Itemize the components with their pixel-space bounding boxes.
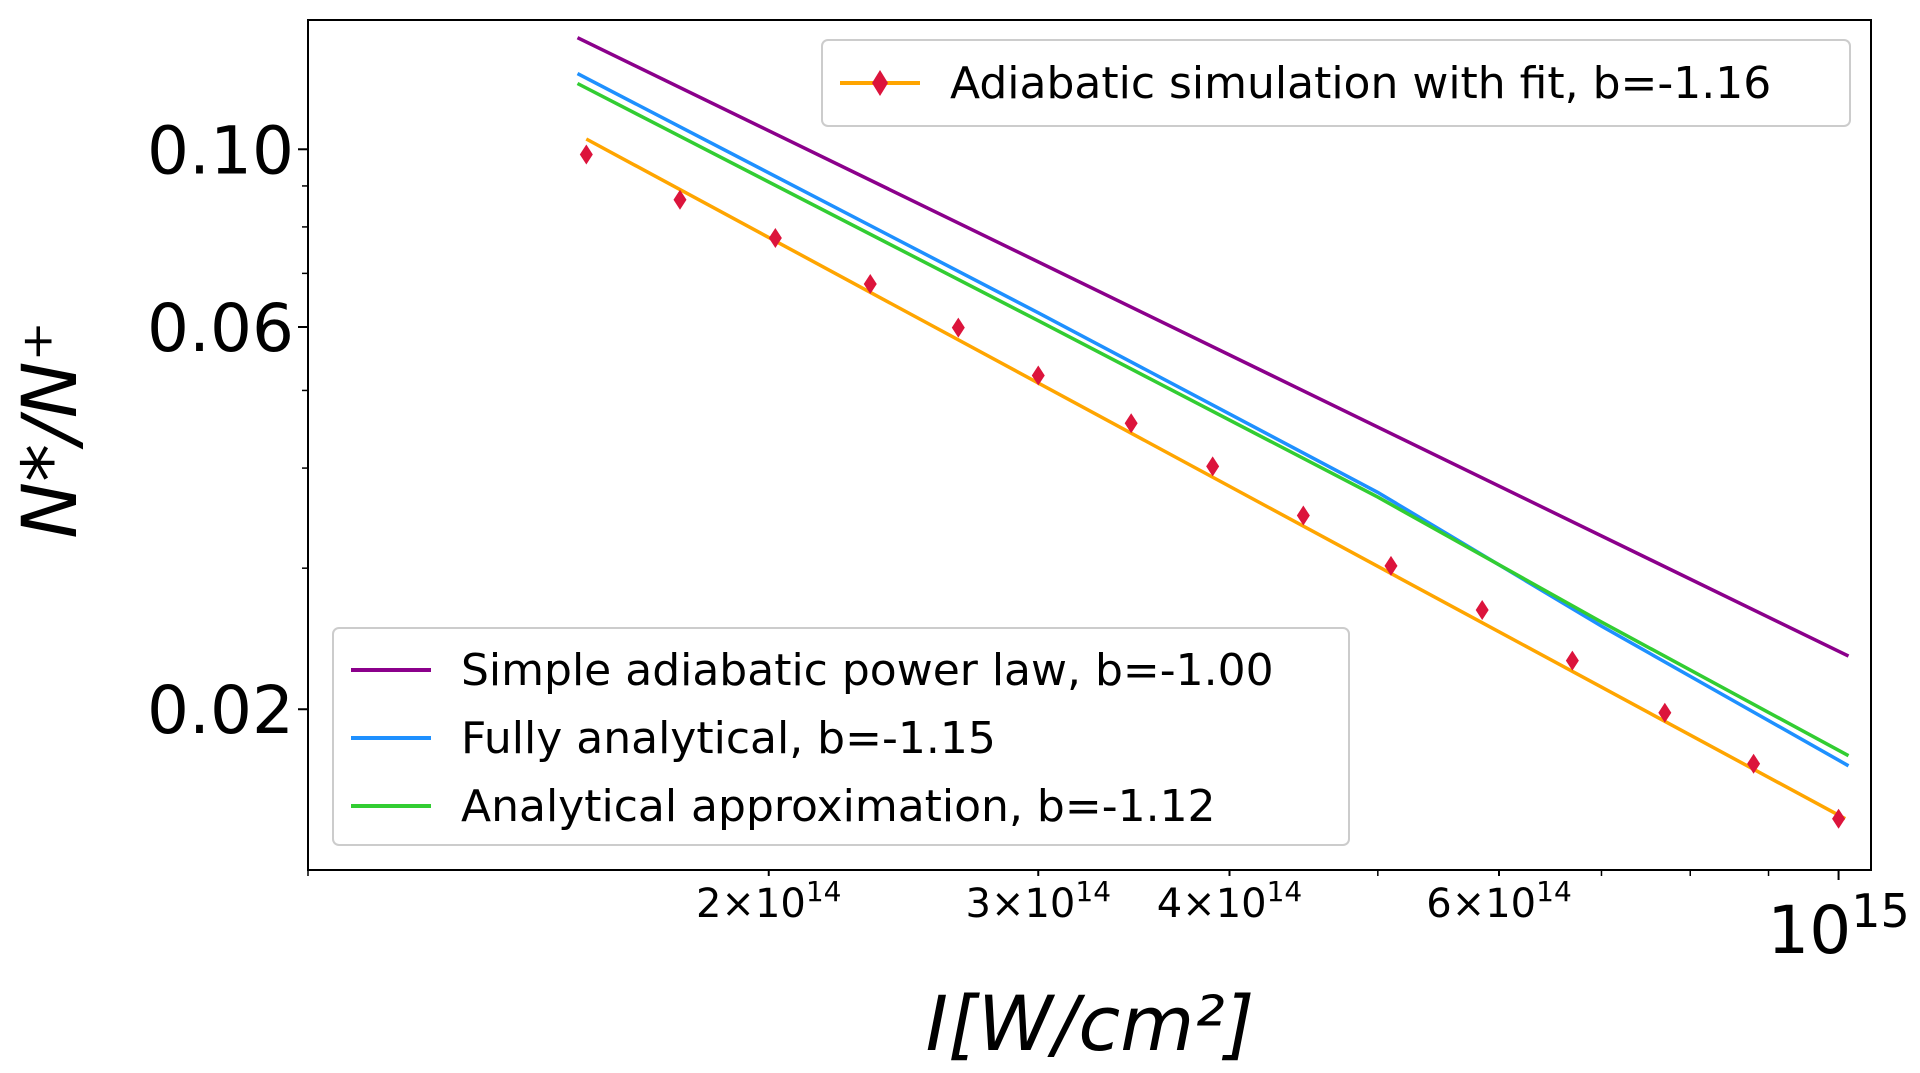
data-point-marker: [1384, 555, 1398, 576]
legend-layer: Adiabatic simulation with fit, b=-1.16 Si…: [332, 39, 1851, 846]
x-tick-label: 1015: [1767, 884, 1910, 969]
legend-entry-label: Fully analytical, b=-1.15: [461, 713, 996, 764]
legend-top-right: Adiabatic simulation with fit, b=-1.16: [821, 39, 1851, 127]
axis-layer: 0.02 0.06 0.10 2×1014 3×1014 4×1014 6×1014 1015: [147, 112, 1910, 969]
series-line-1: [576, 72, 1850, 768]
x-tick-label: 6×1014: [1426, 875, 1572, 927]
series-layer: [576, 36, 1850, 829]
series-line-2: [576, 81, 1850, 758]
data-point-marker: [863, 273, 877, 294]
legend-entry-label: Adiabatic simulation with fit, b=-1.16: [950, 58, 1771, 109]
x-axis-label: I[W/cm²]: [926, 979, 1255, 1068]
legend-bottom-left: Simple adiabatic power law, b=-1.00 Fully…: [332, 627, 1350, 846]
data-point-marker: [1031, 365, 1045, 386]
data-point-marker: [1206, 456, 1220, 477]
data-point-marker: [579, 144, 593, 165]
x-tick-label: 3×1014: [966, 875, 1112, 927]
data-point-marker: [1658, 702, 1672, 723]
series-line-3: [585, 137, 1847, 821]
data-point-marker: [1832, 808, 1846, 829]
data-point-marker: [951, 317, 965, 338]
legend-frame: [821, 39, 1851, 127]
y-tick-label: 0.06: [147, 290, 294, 367]
x-tick-label: 2×1014: [696, 875, 842, 927]
x-tick-label: 4×1014: [1157, 875, 1303, 927]
legend-frame: [332, 627, 1350, 846]
y-axis-label: N*/N⁺: [5, 321, 94, 538]
series-line-0: [576, 36, 1850, 658]
legend-swatch-marker: [872, 70, 888, 96]
data-point-marker: [1296, 505, 1310, 526]
y-tick-label: 0.02: [147, 672, 294, 749]
data-point-marker: [1747, 753, 1761, 774]
data-point-marker: [768, 227, 782, 248]
y-tick-label: 0.10: [147, 112, 294, 189]
plot-frame: [307, 19, 1872, 871]
legend-entry-label: Simple adiabatic power law, b=-1.00: [461, 645, 1274, 696]
data-point-marker: [1565, 650, 1579, 671]
data-point-marker: [1124, 413, 1138, 434]
data-point-marker: [1475, 600, 1489, 621]
legend-entry-label: Analytical approximation, b=-1.12: [461, 781, 1216, 832]
data-point-marker: [673, 189, 687, 210]
